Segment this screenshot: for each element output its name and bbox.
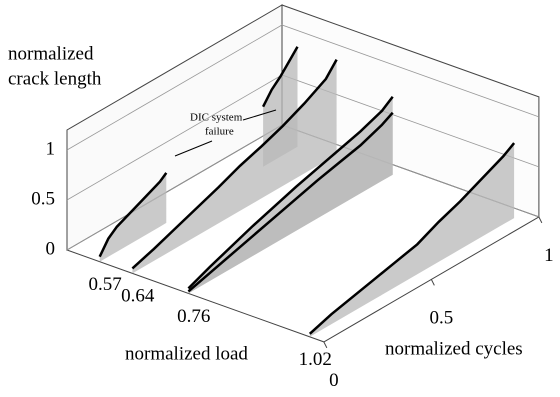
- y-axis-label: crack length: [8, 68, 102, 89]
- x-tick: [538, 216, 543, 224]
- curve: [261, 46, 299, 108]
- back-wall: [66, 4, 283, 251]
- area-fill: [132, 59, 337, 274]
- y-tick-label: 0.5: [31, 188, 55, 209]
- annotation: failure: [205, 126, 234, 138]
- curve: [131, 58, 338, 270]
- load-tick-label: 0.64: [121, 286, 155, 307]
- grid-line: [66, 24, 540, 151]
- x-tick-label: 0.5: [429, 308, 453, 329]
- load-axis-label: normalized load: [125, 343, 248, 364]
- plot-area: [98, 46, 516, 337]
- annotation: DIC system: [190, 112, 243, 124]
- y-tick-label: 0: [46, 238, 56, 259]
- area-fill: [99, 172, 167, 262]
- x-tick-label: 0: [329, 370, 339, 391]
- area-fill: [309, 143, 515, 337]
- load-tick-label: 0.76: [177, 306, 210, 327]
- annotation-arrow: [242, 109, 277, 121]
- curve: [187, 111, 394, 293]
- load-tick-label: 0.57: [88, 274, 121, 295]
- area-fill: [188, 96, 393, 294]
- x-tick: [323, 341, 328, 349]
- x-tick-label: 1: [544, 245, 554, 266]
- curve: [308, 142, 516, 335]
- x-axis-label: normalized cycles: [385, 338, 523, 359]
- y-tick-label: 1: [46, 138, 56, 159]
- curve: [187, 95, 394, 290]
- y-axis-label: normalized: [8, 43, 94, 64]
- load-tick-label: 1.02: [299, 349, 332, 370]
- x-tick: [430, 279, 435, 286]
- curve: [98, 172, 168, 258]
- annotation-arrow: [174, 140, 213, 157]
